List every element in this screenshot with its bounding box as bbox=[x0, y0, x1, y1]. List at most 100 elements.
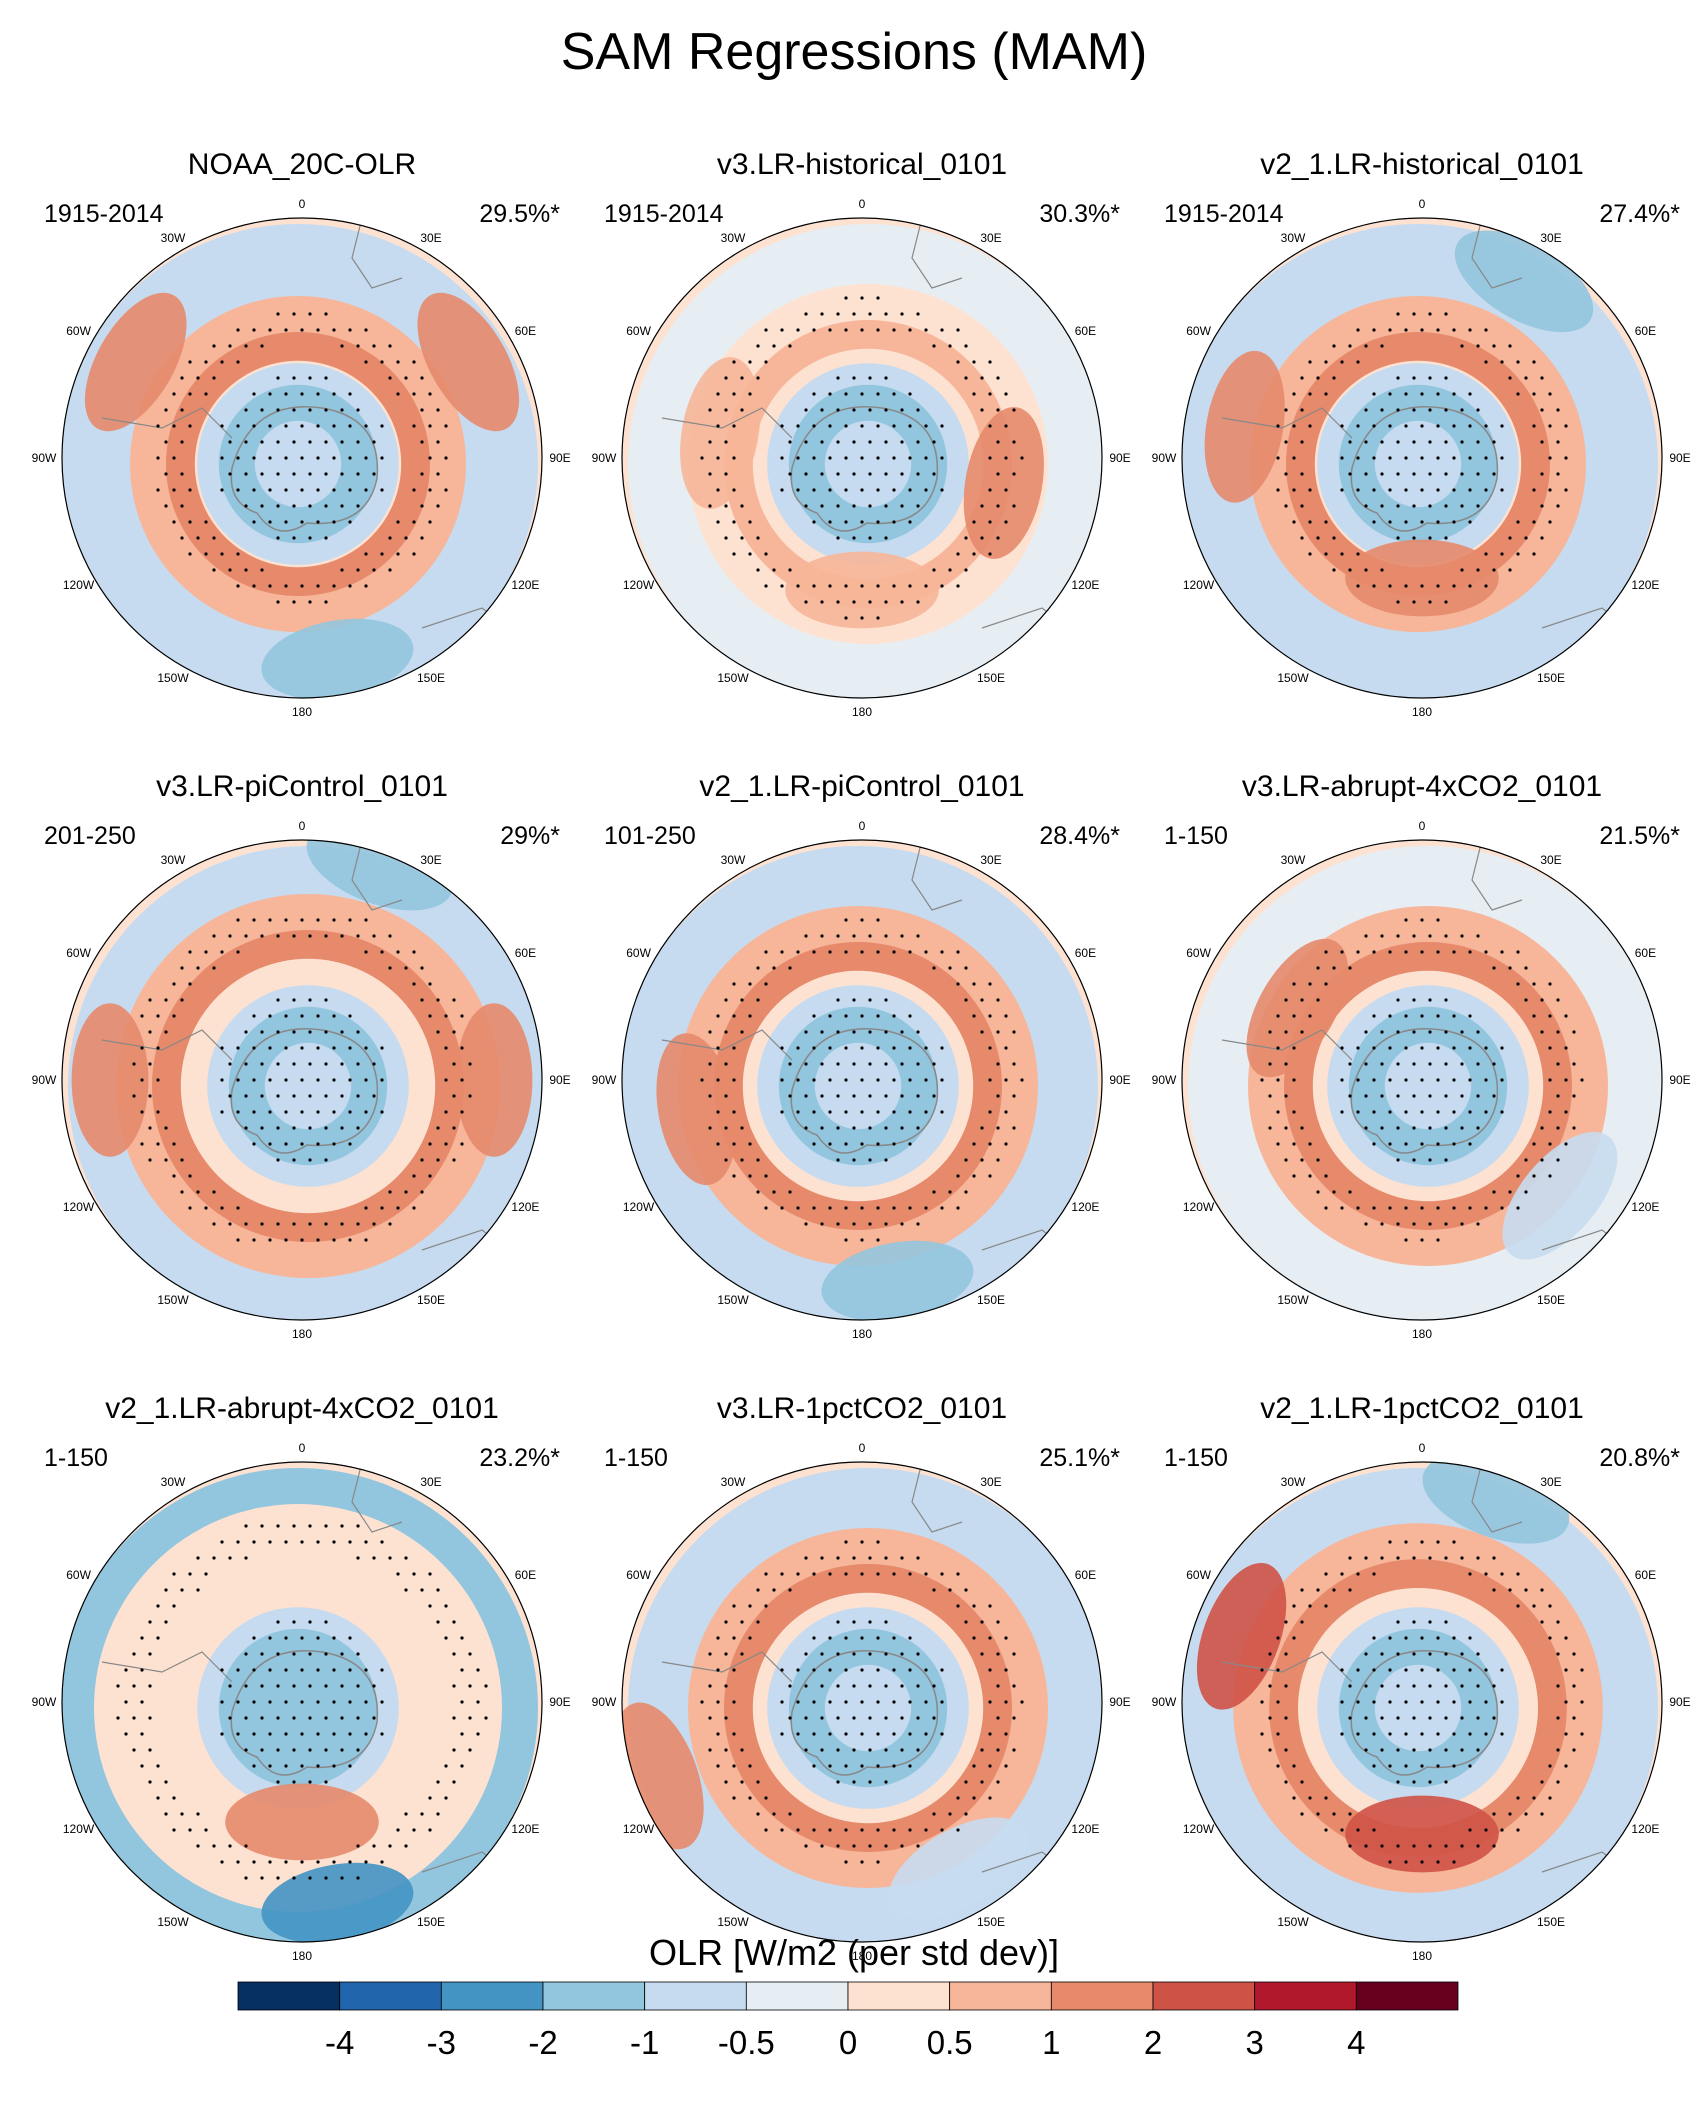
significance-dot bbox=[324, 1222, 328, 1226]
significance-dot bbox=[284, 1014, 288, 1018]
significance-dot bbox=[860, 1860, 864, 1864]
significance-dot bbox=[812, 1142, 816, 1146]
significance-dot bbox=[996, 1158, 1000, 1162]
significance-dot bbox=[1452, 1078, 1456, 1082]
significance-dot bbox=[860, 1732, 864, 1736]
significance-dot bbox=[1372, 1668, 1376, 1672]
significance-dot bbox=[316, 1668, 320, 1672]
significance-dot bbox=[1276, 1078, 1280, 1082]
significance-dot bbox=[404, 1844, 408, 1848]
significance-dot bbox=[268, 1014, 272, 1018]
significance-dot bbox=[996, 1030, 1000, 1034]
significance-dot bbox=[308, 376, 312, 380]
significance-dot bbox=[244, 1524, 248, 1528]
significance-dot bbox=[212, 376, 216, 380]
significance-dot bbox=[140, 1668, 144, 1672]
significance-dot bbox=[172, 488, 176, 492]
significance-dot bbox=[1324, 1174, 1328, 1178]
significance-dot bbox=[1436, 1142, 1440, 1146]
significance-dot bbox=[884, 600, 888, 604]
significance-dot bbox=[1380, 1716, 1384, 1720]
significance-dot bbox=[828, 584, 832, 588]
africa-coastline bbox=[911, 1462, 963, 1533]
significance-dot bbox=[292, 1126, 296, 1130]
significance-dot bbox=[276, 1780, 280, 1784]
significance-dot bbox=[244, 1094, 248, 1098]
significance-dot bbox=[844, 584, 848, 588]
significance-dot bbox=[1492, 1556, 1496, 1560]
longitude-label: 90E bbox=[549, 451, 570, 465]
panel-title: v3.LR-historical_0101 bbox=[716, 148, 1008, 181]
significance-dot bbox=[364, 456, 368, 460]
longitude-label: 90W bbox=[592, 1695, 617, 1709]
significance-dot bbox=[1436, 456, 1440, 460]
significance-dot bbox=[836, 1620, 840, 1624]
significance-dot bbox=[788, 568, 792, 572]
significance-dot bbox=[900, 1716, 904, 1720]
significance-dot bbox=[876, 1764, 880, 1768]
significance-dot bbox=[340, 1030, 344, 1034]
field-anomaly bbox=[1502, 1131, 1618, 1260]
significance-dot bbox=[940, 1078, 944, 1082]
significance-dot bbox=[1468, 392, 1472, 396]
significance-dot bbox=[804, 1684, 808, 1688]
significance-dot bbox=[732, 520, 736, 524]
significance-dot bbox=[1564, 1636, 1568, 1640]
significance-dot bbox=[868, 1748, 872, 1752]
significance-dot bbox=[812, 1636, 816, 1640]
significance-dot bbox=[1276, 424, 1280, 428]
significance-dot bbox=[732, 1142, 736, 1146]
significance-dot bbox=[444, 1078, 448, 1082]
antarctica-coastline bbox=[230, 1650, 379, 1776]
significance-dot bbox=[1364, 1126, 1368, 1130]
significance-dot bbox=[988, 1174, 992, 1178]
significance-dot bbox=[1484, 488, 1488, 492]
significance-dot bbox=[172, 520, 176, 524]
significance-dot bbox=[356, 1652, 360, 1656]
significance-dot bbox=[812, 950, 816, 954]
significance-dot bbox=[964, 344, 968, 348]
significance-dot bbox=[980, 504, 984, 508]
significance-dot bbox=[924, 456, 928, 460]
significance-dot bbox=[284, 1668, 288, 1672]
significance-dot bbox=[828, 1014, 832, 1018]
significance-dot bbox=[1500, 1110, 1504, 1114]
significance-dot bbox=[364, 1700, 368, 1704]
significance-dot bbox=[724, 1780, 728, 1784]
significance-dot bbox=[836, 408, 840, 412]
significance-dot bbox=[1564, 1014, 1568, 1018]
significance-dot bbox=[1396, 600, 1400, 604]
significance-dot bbox=[1540, 1158, 1544, 1162]
significance-dot bbox=[428, 424, 432, 428]
significance-dot bbox=[1348, 966, 1352, 970]
significance-dot bbox=[940, 950, 944, 954]
significance-dot bbox=[1452, 1014, 1456, 1018]
significance-dot bbox=[396, 360, 400, 364]
significance-dot bbox=[748, 982, 752, 986]
significance-dot bbox=[340, 1222, 344, 1226]
significance-dot bbox=[1476, 344, 1480, 348]
significance-dot bbox=[148, 1652, 152, 1656]
significance-dot bbox=[380, 1700, 384, 1704]
longitude-label: 30W bbox=[1281, 853, 1306, 867]
significance-dot bbox=[852, 1222, 856, 1226]
significance-dot bbox=[836, 536, 840, 540]
significance-dot bbox=[860, 1078, 864, 1082]
significance-dot bbox=[1420, 424, 1424, 428]
significance-dot bbox=[1420, 456, 1424, 460]
significance-dot bbox=[348, 456, 352, 460]
significance-dot bbox=[1276, 456, 1280, 460]
significance-dot bbox=[260, 568, 264, 572]
significance-dot bbox=[916, 1222, 920, 1226]
longitude-label: 60W bbox=[66, 1568, 91, 1582]
significance-dot bbox=[1428, 536, 1432, 540]
significance-dot bbox=[1436, 1700, 1440, 1704]
significance-dot bbox=[908, 950, 912, 954]
significance-dot bbox=[1452, 1732, 1456, 1736]
significance-dot bbox=[924, 950, 928, 954]
significance-dot bbox=[796, 488, 800, 492]
significance-dot bbox=[1412, 376, 1416, 380]
significance-dot bbox=[268, 1110, 272, 1114]
significance-dot bbox=[876, 424, 880, 428]
significance-dot bbox=[1476, 1652, 1480, 1656]
